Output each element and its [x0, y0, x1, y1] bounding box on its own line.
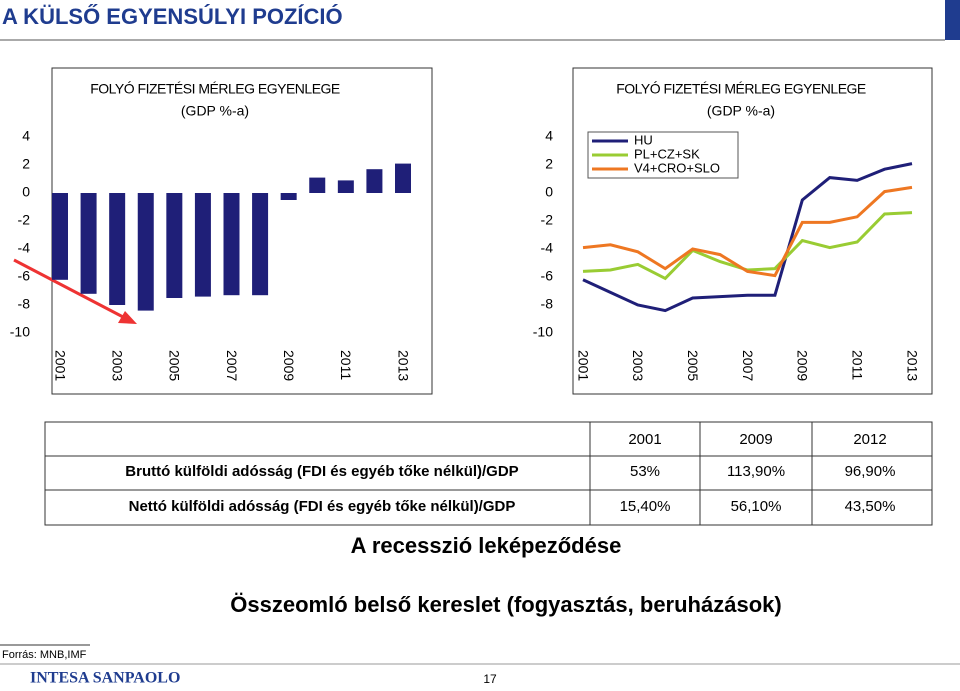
y-tick-label: 4: [22, 128, 30, 144]
x-tick-label: 2003: [109, 350, 125, 381]
bar: [366, 169, 383, 193]
x-tick-label: 2009: [281, 350, 297, 381]
x-tick-label: 2011: [849, 350, 865, 380]
y-tick-label: -2: [18, 212, 31, 228]
y-tick-label: -2: [541, 212, 554, 228]
y-tick-label: -8: [541, 296, 554, 312]
bar: [337, 180, 354, 193]
bar: [137, 193, 154, 311]
table-header: 2012: [853, 431, 886, 448]
y-tick-label: 2: [22, 156, 30, 172]
table-cell: 15,40%: [620, 498, 671, 515]
x-tick-label: 2011: [338, 350, 354, 380]
y-tick-label: -4: [541, 240, 554, 256]
table-header: 2009: [739, 431, 772, 448]
bar: [309, 177, 326, 193]
source-note: Forrás: MNB,IMF: [2, 649, 87, 661]
x-tick-label: 2007: [224, 350, 240, 381]
y-tick-label: 0: [545, 184, 553, 200]
table-cell: 53%: [630, 463, 660, 480]
x-tick-label: 2005: [685, 350, 701, 381]
x-tick-label: 2001: [575, 350, 591, 381]
x-tick-label: 2009: [795, 350, 811, 381]
headline: Összeomló belső kereslet (fogyasztás, be…: [230, 592, 781, 617]
bar: [109, 193, 126, 305]
table-cell: 56,10%: [731, 498, 782, 515]
bar: [252, 193, 269, 296]
bar: [280, 193, 297, 200]
table-cell: 43,50%: [845, 498, 896, 515]
logo: INTESA SANPAOLO: [30, 670, 180, 687]
legend-label: PL+CZ+SK: [634, 146, 700, 161]
line: [582, 185, 913, 278]
x-tick-label: 2001: [52, 350, 68, 381]
bar: [223, 193, 240, 296]
bar: [52, 193, 68, 280]
y-tick-label: 4: [545, 128, 553, 144]
table-frame: [44, 421, 933, 526]
page-number: 17: [483, 672, 497, 686]
annotation-arrow: [13, 258, 137, 324]
chart-subtitle: (GDP %-a): [181, 103, 249, 119]
table-cell: 113,90%: [727, 463, 785, 480]
y-tick-label: -4: [18, 240, 31, 256]
chart-subtitle: (GDP %-a): [707, 103, 775, 119]
bar: [395, 163, 411, 193]
slide-title: A KÜLSŐ EGYENSÚLYI POZÍCIÓ: [2, 4, 343, 29]
x-tick-label: 2013: [904, 350, 920, 381]
corner-block: [945, 0, 960, 40]
legend-label: HU: [634, 132, 653, 147]
y-tick-label: 0: [22, 184, 30, 200]
table-cell: 96,90%: [845, 463, 896, 480]
chart-frame: [572, 67, 933, 395]
chart-title: FOLYÓ FIZETÉSI MÉRLEG EGYENLEGE: [90, 81, 340, 97]
bar: [166, 193, 183, 298]
y-tick-label: -6: [18, 268, 31, 284]
x-tick-label: 2013: [395, 350, 411, 381]
x-tick-label: 2005: [167, 350, 183, 381]
headline: A recesszió leképeződése: [351, 533, 622, 558]
table-header: 2001: [628, 431, 661, 448]
x-tick-label: 2007: [740, 350, 756, 381]
chart-title: FOLYÓ FIZETÉSI MÉRLEG EGYENLEGE: [616, 81, 866, 97]
y-tick-label: 2: [545, 156, 553, 172]
y-tick-label: -10: [533, 324, 553, 340]
legend-label: V4+CRO+SLO: [634, 160, 720, 175]
y-tick-label: -6: [541, 268, 554, 284]
y-tick-label: -8: [18, 296, 31, 312]
y-tick-label: -10: [10, 324, 30, 340]
row-label: Bruttó külföldi adósság (FDI és egyéb tő…: [125, 463, 518, 480]
bar: [194, 193, 211, 297]
x-tick-label: 2003: [630, 350, 646, 381]
line: [582, 162, 913, 313]
bar: [80, 193, 97, 294]
row-label: Nettó külföldi adósság (FDI és egyéb tők…: [129, 498, 516, 515]
